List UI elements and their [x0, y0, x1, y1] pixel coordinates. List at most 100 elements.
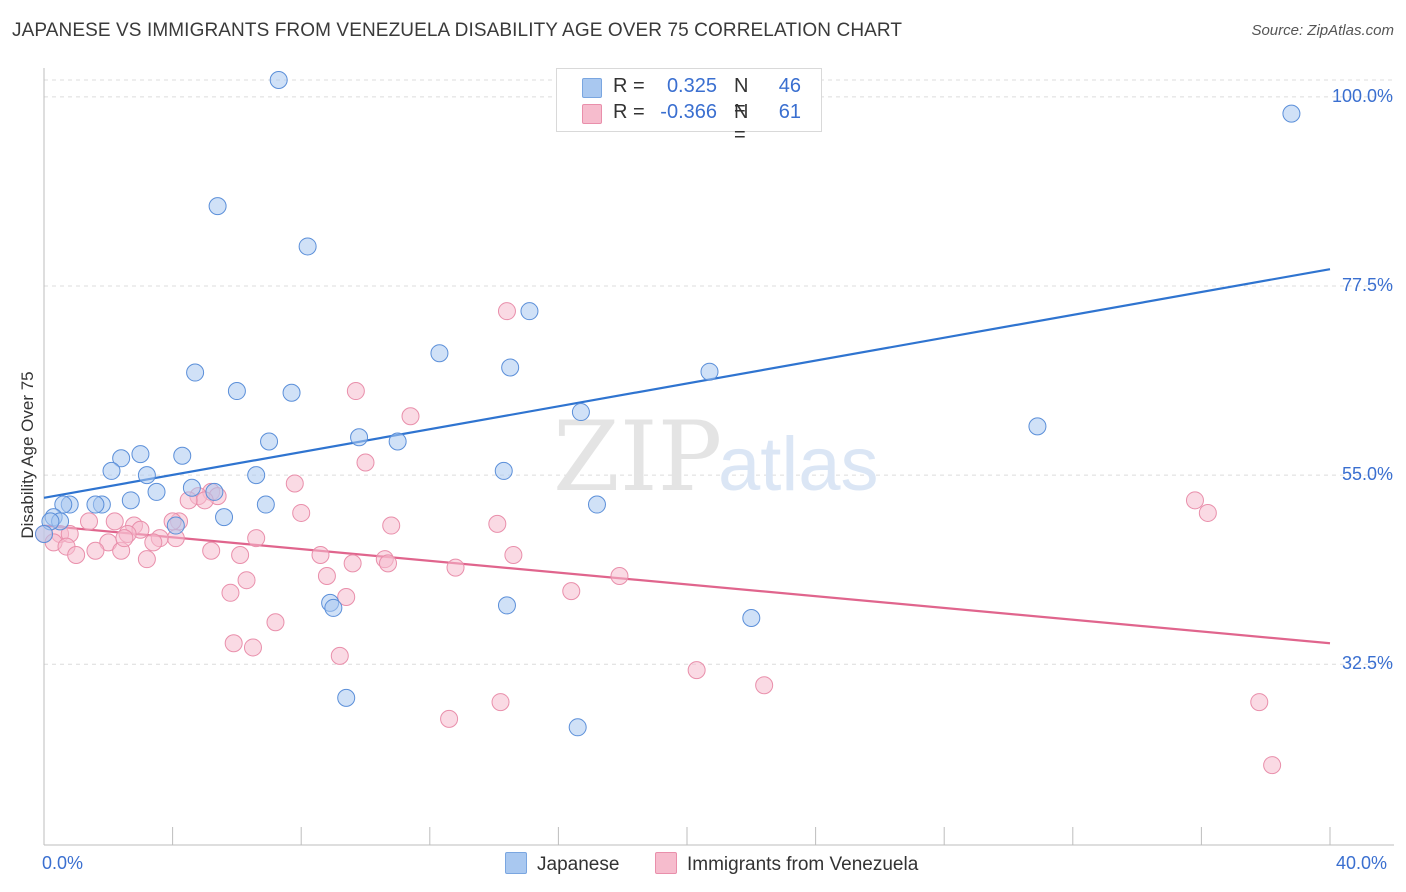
- data-point: [137, 550, 156, 569]
- data-point: [112, 449, 131, 468]
- data-point: [700, 362, 719, 381]
- data-point: [260, 432, 279, 451]
- data-point: [440, 709, 459, 728]
- data-point: [292, 503, 311, 522]
- data-point: [324, 598, 343, 617]
- data-point: [86, 495, 105, 514]
- data-point: [247, 466, 266, 485]
- bottom-legend-japanese: Japanese: [505, 852, 619, 876]
- bottom-legend-venezuela: Immigrants from Venezuela: [655, 852, 918, 876]
- data-point: [1263, 756, 1282, 775]
- legend-r-value: -0.366: [660, 101, 717, 123]
- chart-title: JAPANESE VS IMMIGRANTS FROM VENEZUELA DI…: [12, 20, 903, 41]
- data-point: [311, 545, 330, 564]
- legend-r-value: 0.325: [666, 75, 717, 97]
- data-point: [610, 566, 629, 585]
- data-point: [144, 533, 163, 552]
- data-point: [568, 718, 587, 737]
- y-tick-label: 100.0%: [1331, 85, 1393, 106]
- data-point: [562, 582, 581, 601]
- bottom-legend-swatch-venezuela: [655, 852, 677, 874]
- data-point: [131, 445, 150, 464]
- data-point: [755, 676, 774, 695]
- y-axis-label: Disability Age Over 75: [18, 371, 37, 539]
- legend-swatch-venezuela: [582, 104, 602, 124]
- data-point: [202, 541, 221, 560]
- legend-n-value: 46: [778, 75, 801, 97]
- data-point: [494, 461, 513, 480]
- data-point: [147, 482, 166, 501]
- axes: [43, 68, 1394, 846]
- bottom-legend-label-venezuela: Immigrants from Venezuela: [687, 854, 919, 875]
- data-point: [382, 516, 401, 535]
- data-point: [571, 403, 590, 422]
- data-point: [346, 382, 365, 401]
- data-point: [115, 529, 134, 548]
- legend-n-label: N =: [734, 101, 749, 146]
- data-point: [430, 344, 449, 363]
- data-point: [121, 491, 140, 510]
- data-point: [282, 383, 301, 402]
- legend-n-value: 61: [778, 101, 801, 123]
- data-point: [401, 407, 420, 426]
- legend-swatch-japanese: [582, 78, 602, 98]
- watermark-atlas: atlas: [718, 422, 879, 507]
- data-point: [1250, 693, 1269, 712]
- data-point: [227, 382, 246, 401]
- correlation-legend: R = 0.325 N = 46 R = -0.366 N = 61: [556, 68, 822, 146]
- data-point: [504, 545, 523, 564]
- data-point: [491, 693, 510, 712]
- data-point: [102, 461, 121, 480]
- data-point: [80, 512, 99, 531]
- x-tick-label-max: 40.0%: [1336, 853, 1388, 873]
- data-point: [497, 596, 516, 615]
- trend-line: [43, 268, 1331, 499]
- y-tick-label: 55.0%: [1341, 464, 1393, 485]
- data-point: [182, 478, 201, 497]
- x-tick-label-min: 0.0%: [42, 853, 84, 873]
- data-point: [67, 545, 86, 564]
- data-point: [221, 583, 240, 602]
- data-point: [266, 613, 285, 632]
- data-point: [337, 688, 356, 707]
- data-point: [224, 634, 243, 653]
- data-point: [247, 529, 266, 548]
- data-point: [256, 495, 275, 514]
- trend-line: [43, 524, 1331, 645]
- y-tick-label: 32.5%: [1341, 653, 1393, 674]
- data-point: [105, 512, 124, 531]
- y-tick-label: 77.5%: [1341, 274, 1393, 295]
- data-point: [687, 661, 706, 680]
- data-point: [356, 453, 375, 472]
- data-point: [208, 197, 227, 216]
- bottom-legend-label-japanese: Japanese: [537, 854, 620, 875]
- data-point: [1198, 503, 1217, 522]
- source-label: Source: ZipAtlas.com: [1251, 22, 1394, 39]
- data-point: [237, 571, 256, 590]
- data-point: [350, 428, 369, 447]
- data-point: [1185, 491, 1204, 510]
- legend-r-label: R =: [613, 101, 645, 123]
- legend-r-label: R =: [613, 75, 645, 97]
- data-point: [1028, 417, 1047, 436]
- data-point: [388, 432, 407, 451]
- data-point: [186, 363, 205, 382]
- legend-n-label: N =: [734, 75, 749, 120]
- data-point: [285, 474, 304, 493]
- data-point: [742, 609, 761, 628]
- data-point: [86, 541, 105, 560]
- data-point: [520, 302, 539, 321]
- data-point: [231, 545, 250, 564]
- data-point: [166, 516, 185, 535]
- data-point: [587, 495, 606, 514]
- data-point: [35, 524, 53, 543]
- data-point: [269, 71, 288, 89]
- data-point: [298, 237, 317, 256]
- data-point: [343, 554, 362, 573]
- data-point: [137, 466, 156, 485]
- data-point: [215, 508, 234, 527]
- data-point: [488, 514, 507, 533]
- data-point: [173, 446, 192, 465]
- data-point: [446, 558, 465, 577]
